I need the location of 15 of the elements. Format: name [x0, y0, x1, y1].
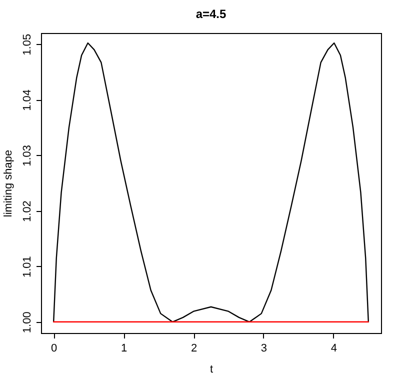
line-series: [52, 42, 370, 322]
y-tick-label: 1.02: [22, 200, 34, 222]
x-tick-label: 2: [190, 342, 198, 354]
x-tick-label: 0: [51, 342, 58, 354]
y-tick-label: 1.01: [22, 256, 34, 278]
y-tick-label: 1.03: [22, 145, 34, 166]
y-tick-label: 1.05: [22, 34, 34, 56]
y-tick-label: 1.04: [22, 89, 34, 111]
x-tick-label: 1: [120, 342, 128, 354]
chart-title: a=4.5: [196, 7, 226, 21]
x-tick-label: 3: [260, 342, 268, 354]
y-axis-title: limiting shape: [2, 150, 14, 218]
y-tick-label: 1.00: [22, 312, 34, 334]
x-tick-label: 4: [330, 342, 337, 354]
x-axis-title: t: [210, 364, 214, 376]
